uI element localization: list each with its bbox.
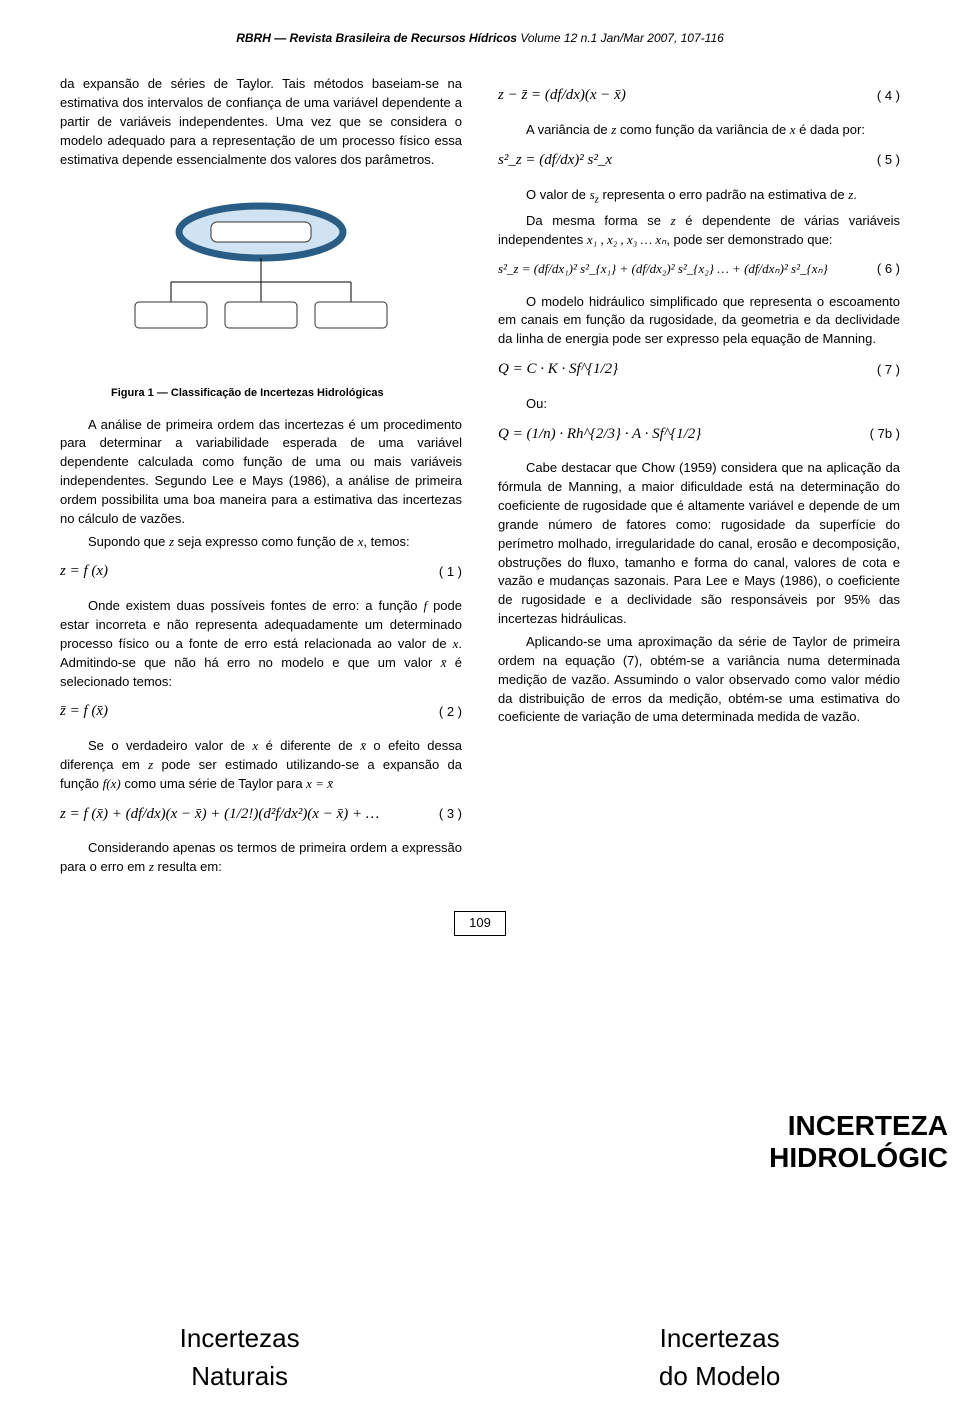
figure-box-3 (315, 302, 387, 328)
right-p1: A variância de z como função da variânci… (498, 121, 900, 140)
right-column: z − z̄ = (df/dx)(x − x̄) ( 4 ) A variânc… (498, 75, 900, 881)
left-p6: Considerando apenas os termos de primeir… (60, 839, 462, 877)
watermark-line1: INCERTEZA (769, 1110, 948, 1142)
equation-3: z = f (x̄) + (df/dx)(x − x̄) + (1/2!)(d²… (60, 804, 462, 826)
eq1-formula: z = f (x) (60, 561, 108, 583)
left-p3a: Supondo que (88, 534, 169, 549)
equation-4: z − z̄ = (df/dx)(x − x̄) ( 4 ) (498, 85, 900, 107)
left-p3: Supondo que z seja expresso como função … (60, 533, 462, 552)
equation-7: Q = C · K · Sf^{1/2} ( 7 ) (498, 359, 900, 381)
eq3-formula: z = f (x̄) + (df/dx)(x − x̄) + (1/2!)(d²… (60, 804, 379, 826)
eq7b-num: ( 7b ) (870, 425, 900, 444)
left-p5b: é diferente de (258, 738, 360, 753)
left-p5a: Se o verdadeiro valor de (88, 738, 252, 753)
equation-1: z = f (x) ( 1 ) (60, 561, 462, 583)
right-p1b: como função da variância de (616, 122, 789, 137)
eq1-num: ( 1 ) (439, 563, 462, 582)
left-column: da expansão de séries de Taylor. Tais mé… (60, 75, 462, 881)
figure-1-caption: Figura 1 — Classificação de Incertezas H… (111, 386, 411, 402)
watermark-incerteza: INCERTEZA HIDROLÓGIC (769, 1110, 948, 1174)
left-p5e: como uma série de Taylor para (121, 776, 306, 791)
watermark-box-right: Incertezas do Modelo (659, 1320, 780, 1395)
eq2-formula: z̄ = f (x̄) (60, 701, 108, 723)
page-number: 109 (60, 911, 900, 936)
right-p2a: O valor de (526, 187, 590, 202)
equation-7b: Q = (1/n) · Rh^{2/3} · A · Sf^{1/2} ( 7b… (498, 424, 900, 446)
eq7b-formula: Q = (1/n) · Rh^{2/3} · A · Sf^{1/2} (498, 424, 701, 446)
left-p4a: Onde existem duas possíveis fontes de er… (88, 598, 423, 613)
journal-title-rest: Volume 12 n.1 Jan/Mar 2007, 107-116 (517, 31, 724, 45)
right-p3: Da mesma forma se z é dependente de vári… (498, 212, 900, 250)
journal-header: RBRH — Revista Brasileira de Recursos Hí… (60, 30, 900, 47)
equation-2: z̄ = f (x̄) ( 2 ) (60, 701, 462, 723)
right-p2c: . (853, 187, 857, 202)
eq3-num: ( 3 ) (439, 805, 462, 824)
eq6-formula: s²_z = (df/dx₁)² s²_{x₁} + (df/dx₂)² s²_… (498, 260, 828, 279)
watermark-line2: HIDROLÓGIC (769, 1142, 948, 1174)
right-p6: Aplicando-se uma aproximação da série de… (498, 633, 900, 727)
right-or: Ou: (498, 395, 900, 414)
eq7-formula: Q = C · K · Sf^{1/2} (498, 359, 618, 381)
eq2-num: ( 2 ) (439, 703, 462, 722)
left-p4: Onde existem duas possíveis fontes de er… (60, 597, 462, 691)
figure-box-2 (225, 302, 297, 328)
left-p2: A análise de primeira ordem das incertez… (60, 416, 462, 529)
right-p5: Cabe destacar que Chow (1959) considera … (498, 459, 900, 629)
left-p1: da expansão de séries de Taylor. Tais mé… (60, 75, 462, 169)
page-number-value: 109 (454, 911, 506, 936)
right-p3c: , pode ser demonstrado que: (666, 232, 832, 247)
left-p6a: Considerando apenas os termos de primeir… (60, 840, 462, 874)
eq7-num: ( 7 ) (877, 361, 900, 380)
figure-box-1 (135, 302, 207, 328)
eq4-num: ( 4 ) (877, 87, 900, 106)
right-p1c: é dada por: (796, 122, 865, 137)
right-p2: O valor de sz representa o erro padrão n… (498, 186, 900, 208)
wm-right-b: do Modelo (659, 1358, 780, 1396)
equation-6: s²_z = (df/dx₁)² s²_{x₁} + (df/dx₂)² s²_… (498, 260, 900, 279)
eq6-num: ( 6 ) (877, 260, 900, 279)
wm-left-b: Naturais (180, 1358, 300, 1396)
eq4-formula: z − z̄ = (df/dx)(x − x̄) (498, 85, 626, 107)
wm-left-a: Incertezas (180, 1320, 300, 1358)
watermark-boxes: Incertezas Naturais Incertezas do Modelo (0, 1320, 960, 1395)
watermark-box-left: Incertezas Naturais (180, 1320, 300, 1395)
figure-1-svg (111, 190, 411, 370)
left-p6b: resulta em: (154, 859, 222, 874)
eq5-num: ( 5 ) (877, 151, 900, 170)
figure-oval-inner-box (211, 222, 311, 242)
figure-1: Figura 1 — Classificação de Incertezas H… (111, 190, 411, 402)
left-p3c: , temos: (363, 534, 409, 549)
left-p3b: seja expresso como função de (174, 534, 358, 549)
journal-title-bold: RBRH — Revista Brasileira de Recursos Hí… (236, 31, 517, 45)
right-p4: O modelo hidráulico simplificado que rep… (498, 293, 900, 350)
wm-right-a: Incertezas (659, 1320, 780, 1358)
right-p1a: A variância de (526, 122, 611, 137)
equation-5: s²_z = (df/dx)² s²_x ( 5 ) (498, 150, 900, 172)
right-p2b: representa o erro padrão na estimativa d… (599, 187, 848, 202)
left-p5: Se o verdadeiro valor de x é diferente d… (60, 737, 462, 794)
eq5-formula: s²_z = (df/dx)² s²_x (498, 150, 612, 172)
right-p3a: Da mesma forma se (526, 213, 671, 228)
